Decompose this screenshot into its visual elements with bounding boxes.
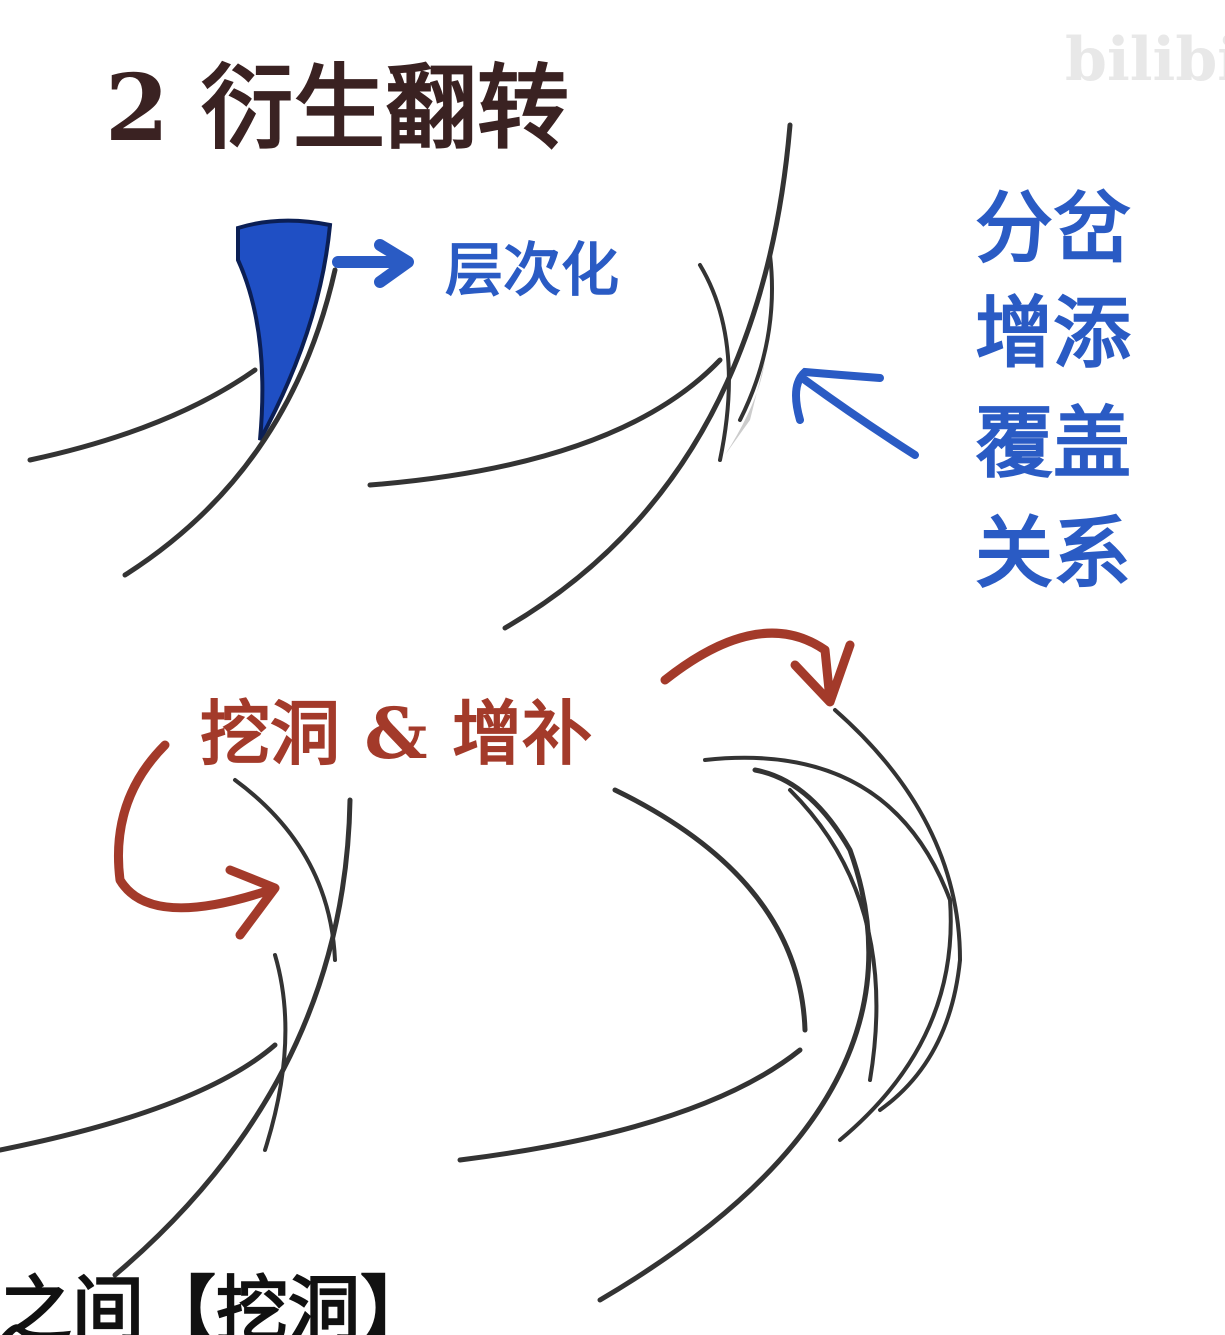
title: 2 衍生翻转 xyxy=(105,54,569,162)
relation-label: 分岔 xyxy=(975,183,1131,274)
hair-stroke xyxy=(788,788,879,1082)
hair-stroke xyxy=(233,778,337,962)
hair-stroke xyxy=(263,953,288,1152)
label-dig-fill: 挖洞 & 增补 xyxy=(200,692,592,775)
hair-stroke xyxy=(703,755,953,1142)
label-layering: 层次化 xyxy=(445,236,619,304)
hair-stroke xyxy=(612,787,808,1033)
relation-label: 增添 xyxy=(975,288,1131,379)
hair-stroke xyxy=(502,122,793,631)
hair-stroke xyxy=(597,767,872,1303)
relations-list: 分岔 增添 覆盖 关系 xyxy=(975,183,1131,599)
sketch-bottom-right xyxy=(457,628,963,1303)
hair-stroke xyxy=(122,267,338,578)
hair-stroke xyxy=(0,1042,278,1153)
subtitle: 之间【挖洞】 xyxy=(0,1267,432,1335)
sketch-top-left xyxy=(27,218,414,578)
hair-stroke xyxy=(738,253,774,422)
arrow xyxy=(792,367,919,459)
hair-stroke xyxy=(698,263,731,462)
relation-label: 覆盖 xyxy=(975,398,1131,489)
hair-stroke xyxy=(833,708,963,1112)
hair-stroke xyxy=(27,367,258,463)
hair-stroke xyxy=(457,1047,803,1163)
arrow xyxy=(332,239,414,288)
hair-stroke xyxy=(112,797,353,1278)
sketch-top-right xyxy=(367,122,919,631)
blue-highlight xyxy=(236,218,333,441)
relation-label: 关系 xyxy=(975,508,1131,599)
arrow xyxy=(113,740,280,940)
hair-stroke xyxy=(367,357,723,488)
sketch-bottom-left xyxy=(0,740,353,1278)
watermark: bilibi xyxy=(1065,25,1225,95)
arrow xyxy=(660,628,855,707)
